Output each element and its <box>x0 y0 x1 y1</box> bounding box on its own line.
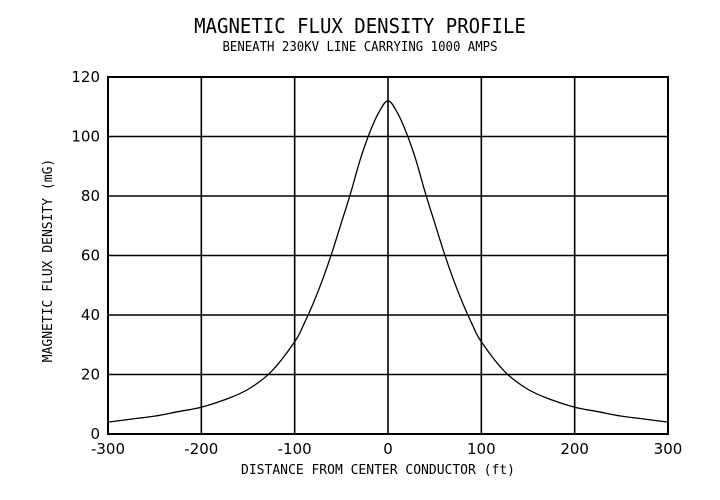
x-tick-label: 0 <box>383 440 393 458</box>
y-axis-label: MAGNETIC FLUX DENSITY (mG) <box>41 159 56 363</box>
y-tick-label: 0 <box>90 425 100 443</box>
plot-frame <box>107 76 669 435</box>
x-tick-labels: -300 -200 -100 0 100 200 300 <box>91 440 682 458</box>
x-tick-label: 100 <box>467 440 496 458</box>
x-tick-label: -100 <box>278 440 312 458</box>
x-tick-label: 200 <box>560 440 589 458</box>
x-tick-label: -200 <box>184 440 218 458</box>
chart-title: MAGNETIC FLUX DENSITY PROFILE <box>194 14 526 38</box>
y-tick-label: 120 <box>71 68 100 86</box>
flux-density-line <box>107 100 669 423</box>
y-tick-label: 40 <box>81 306 100 324</box>
y-tick-labels: 0 20 40 60 80 100 120 <box>71 68 100 443</box>
y-tick-label: 80 <box>81 187 100 205</box>
y-tick-label: 60 <box>81 247 100 265</box>
grid-lines <box>107 76 669 435</box>
y-tick-label: 20 <box>81 366 100 384</box>
y-tick-label: 100 <box>71 128 100 146</box>
x-tick-label: 300 <box>654 440 683 458</box>
x-tick-label: -300 <box>91 440 125 458</box>
chart-subtitle: BENEATH 230KV LINE CARRYING 1000 AMPS <box>222 40 498 55</box>
x-axis-label: DISTANCE FROM CENTER CONDUCTOR (ft) <box>241 463 515 478</box>
